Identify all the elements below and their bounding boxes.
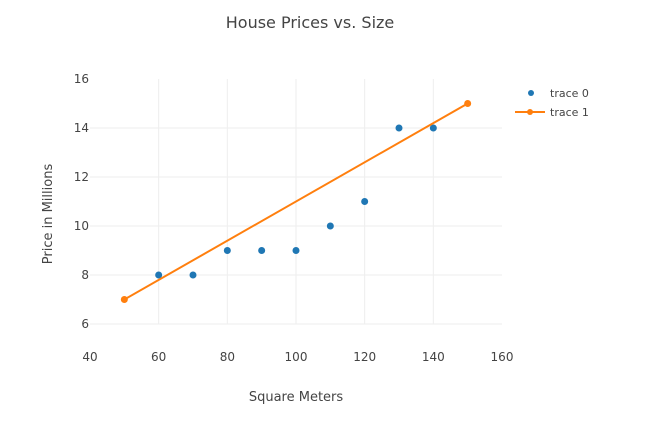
- data-point[interactable]: [189, 271, 197, 279]
- data-point[interactable]: [155, 271, 163, 279]
- x-axis-title: Square Meters: [249, 390, 344, 405]
- x-tick-label: 60: [151, 350, 166, 364]
- y-tick-label: 8: [81, 268, 89, 282]
- data-point[interactable]: [258, 247, 266, 254]
- trace-1: [120, 100, 472, 303]
- marker-icon: [527, 109, 533, 115]
- x-tick-label: 120: [353, 350, 376, 364]
- data-point[interactable]: [361, 198, 369, 205]
- plot-traces: [120, 100, 472, 303]
- trace-0: [155, 124, 437, 279]
- data-point[interactable]: [120, 296, 128, 303]
- legend-label: trace 1: [550, 106, 589, 119]
- y-tick-label: 6: [81, 317, 89, 331]
- chart-title: House Prices vs. Size: [226, 13, 395, 32]
- data-point[interactable]: [292, 247, 300, 254]
- x-tick-label: 80: [220, 350, 235, 364]
- y-tick-label: 14: [74, 121, 89, 135]
- data-point[interactable]: [223, 247, 231, 254]
- y-axis-title: Price in Millions: [41, 164, 56, 265]
- x-tick-label: 40: [82, 350, 97, 364]
- data-point[interactable]: [326, 222, 334, 230]
- y-tick-label: 16: [74, 72, 89, 86]
- legend-item-trace-1[interactable]: trace 1: [515, 106, 589, 119]
- legend-item-trace-0[interactable]: trace 0: [528, 87, 589, 100]
- data-point[interactable]: [429, 124, 437, 132]
- marker-icon: [528, 90, 534, 96]
- trace-line: [123, 102, 469, 301]
- legend[interactable]: trace 0 trace 1: [515, 87, 589, 119]
- data-point[interactable]: [464, 100, 472, 107]
- x-axis-ticks: 40 60 80 100 120 140 160: [82, 350, 513, 364]
- y-axis-ticks: 6 8 10 12 14 16: [74, 72, 89, 331]
- data-point[interactable]: [395, 124, 403, 132]
- x-tick-label: 140: [422, 350, 445, 364]
- x-tick-label: 160: [491, 350, 514, 364]
- y-tick-label: 12: [74, 170, 89, 184]
- x-tick-label: 100: [285, 350, 308, 364]
- legend-label: trace 0: [550, 87, 589, 100]
- y-tick-label: 10: [74, 219, 89, 233]
